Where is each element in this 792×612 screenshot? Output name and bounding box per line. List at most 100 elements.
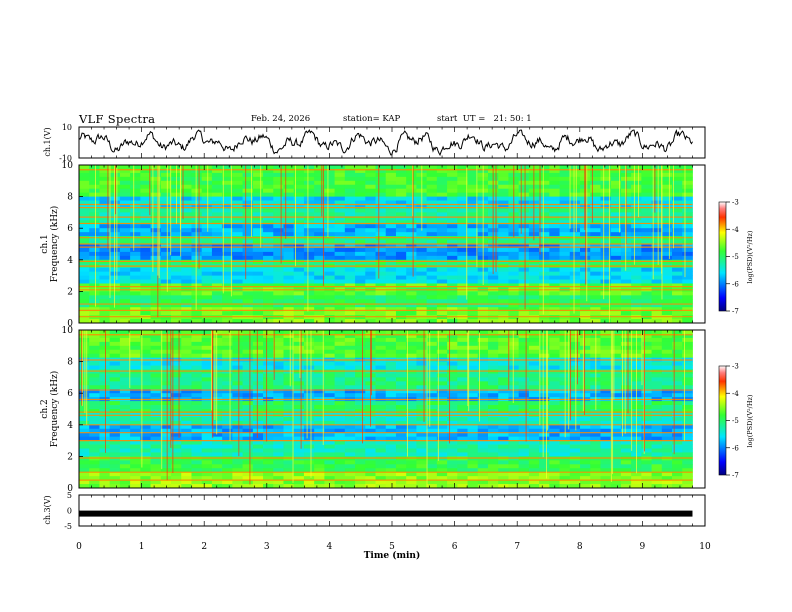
spectrogram-cell — [426, 168, 438, 174]
spectrogram-cell — [293, 393, 305, 398]
spectrogram-cell — [99, 319, 111, 324]
spectrogram-cell — [549, 192, 560, 197]
spectrogram-cell — [498, 333, 509, 339]
spectrogram-cell — [528, 349, 540, 355]
spectrogram-cell — [539, 311, 550, 316]
spectrogram-cell — [324, 385, 336, 390]
spectrogram-cell — [89, 409, 100, 414]
spectrogram-cell — [109, 216, 121, 221]
spectrogram-cell — [211, 196, 223, 201]
spectrogram-cell — [89, 377, 100, 382]
spectrogram-cell — [426, 267, 438, 273]
spectrogram-cell — [293, 385, 305, 390]
spectrogram-cell — [620, 247, 632, 253]
spectrogram-cell — [160, 472, 172, 477]
spectrogram-cell — [181, 212, 192, 217]
spectrogram-cell — [89, 271, 100, 276]
spectrogram-cell — [273, 307, 284, 312]
spectrogram-cell — [395, 251, 407, 257]
spectrogram-cell — [314, 330, 325, 335]
spectrogram-cell — [620, 385, 632, 390]
spectrogram-cell — [620, 299, 632, 304]
spectrogram-cell — [631, 204, 642, 209]
spectrogram-cell — [324, 353, 336, 359]
spectrogram-cell — [600, 196, 612, 201]
spectrogram-cell — [447, 168, 458, 174]
spectrogram-cell — [344, 361, 356, 366]
spectrogram-cell — [539, 204, 550, 209]
spectrogram-cell — [569, 224, 581, 229]
spectrogram-cell — [528, 484, 540, 489]
spectrogram-cell — [447, 188, 458, 194]
spectrogram-cell — [150, 283, 162, 288]
spectrogram-cell — [457, 251, 468, 257]
spectrogram-cell — [580, 389, 591, 394]
spectrogram-cell — [130, 283, 141, 288]
spectrogram-cell — [651, 192, 663, 197]
spectrogram-cell — [344, 212, 356, 217]
spectrogram-cell — [109, 247, 121, 253]
spectrogram-cell — [293, 267, 305, 273]
spectrogram-cell — [263, 448, 274, 453]
spectrogram-cell — [385, 307, 397, 312]
spectrogram-cell — [303, 240, 315, 245]
spectrogram-cell — [191, 428, 203, 434]
spectrogram-cell — [528, 468, 540, 473]
spectrogram-cell — [293, 353, 305, 359]
spectrogram-cell — [549, 377, 560, 382]
spectrogram-cell — [610, 468, 622, 473]
spectrogram-cell — [528, 299, 540, 304]
spectrogram-cell — [467, 480, 479, 485]
spectrogram-cell — [641, 373, 652, 378]
spectrogram-cell — [600, 240, 612, 245]
spectrogram-cell — [518, 440, 530, 445]
spectrogram-cell — [539, 307, 550, 312]
spectrogram-cell — [672, 444, 683, 449]
spectrogram-cell — [375, 255, 387, 261]
spectrogram-cell — [631, 476, 642, 481]
spectrogram-cell — [252, 196, 264, 201]
spectrogram-cell — [242, 401, 254, 406]
spectrogram-cell — [651, 251, 663, 257]
spectrogram-cell — [242, 409, 254, 414]
spectrogram-cell — [334, 275, 346, 280]
spectrogram-cell — [641, 307, 652, 312]
spectrogram-cell — [79, 337, 90, 343]
spectrogram-cell — [191, 330, 203, 335]
spectrogram-cell — [385, 176, 397, 182]
spectrogram-cell — [283, 251, 295, 257]
spectrogram-cell — [651, 307, 663, 312]
spectrogram-cell — [375, 476, 387, 481]
spectrogram-cell — [590, 303, 601, 308]
spectrogram-cell — [303, 184, 315, 190]
spectrogram-cell — [518, 172, 530, 178]
spectrogram-cell — [211, 401, 223, 406]
spectrogram-cell — [211, 440, 223, 445]
spectrogram-cell — [569, 472, 581, 477]
spectrogram-cell — [539, 172, 550, 178]
spectrogram-cell — [242, 275, 254, 280]
spectrogram-cell — [508, 484, 520, 489]
spectrogram-cell — [263, 464, 274, 469]
spectrogram-cell — [160, 393, 172, 398]
spectrogram-cell — [252, 393, 264, 398]
spectrogram-cell — [508, 353, 520, 359]
spectrogram-cell — [222, 295, 233, 300]
spectrogram-cell — [395, 255, 407, 261]
spectrogram-cell — [314, 345, 325, 351]
spectrogram-cell — [314, 381, 325, 386]
spectrogram-cell — [191, 436, 203, 441]
spectrogram-cell — [211, 468, 223, 473]
spectrogram-cell — [600, 251, 612, 257]
spectrogram-cell — [498, 228, 509, 233]
spectrogram-cell — [498, 484, 509, 489]
spectrogram-cell — [283, 373, 295, 378]
spectrogram-cell — [355, 311, 366, 316]
spectrogram-cell — [252, 468, 264, 473]
spectrogram-cell — [580, 311, 591, 316]
spectrogram-cell — [211, 165, 223, 170]
spectrogram-cell — [569, 311, 581, 316]
spectrogram-cell — [559, 244, 571, 249]
spectrogram-cell — [334, 420, 346, 426]
spectrogram-cell — [467, 444, 479, 449]
